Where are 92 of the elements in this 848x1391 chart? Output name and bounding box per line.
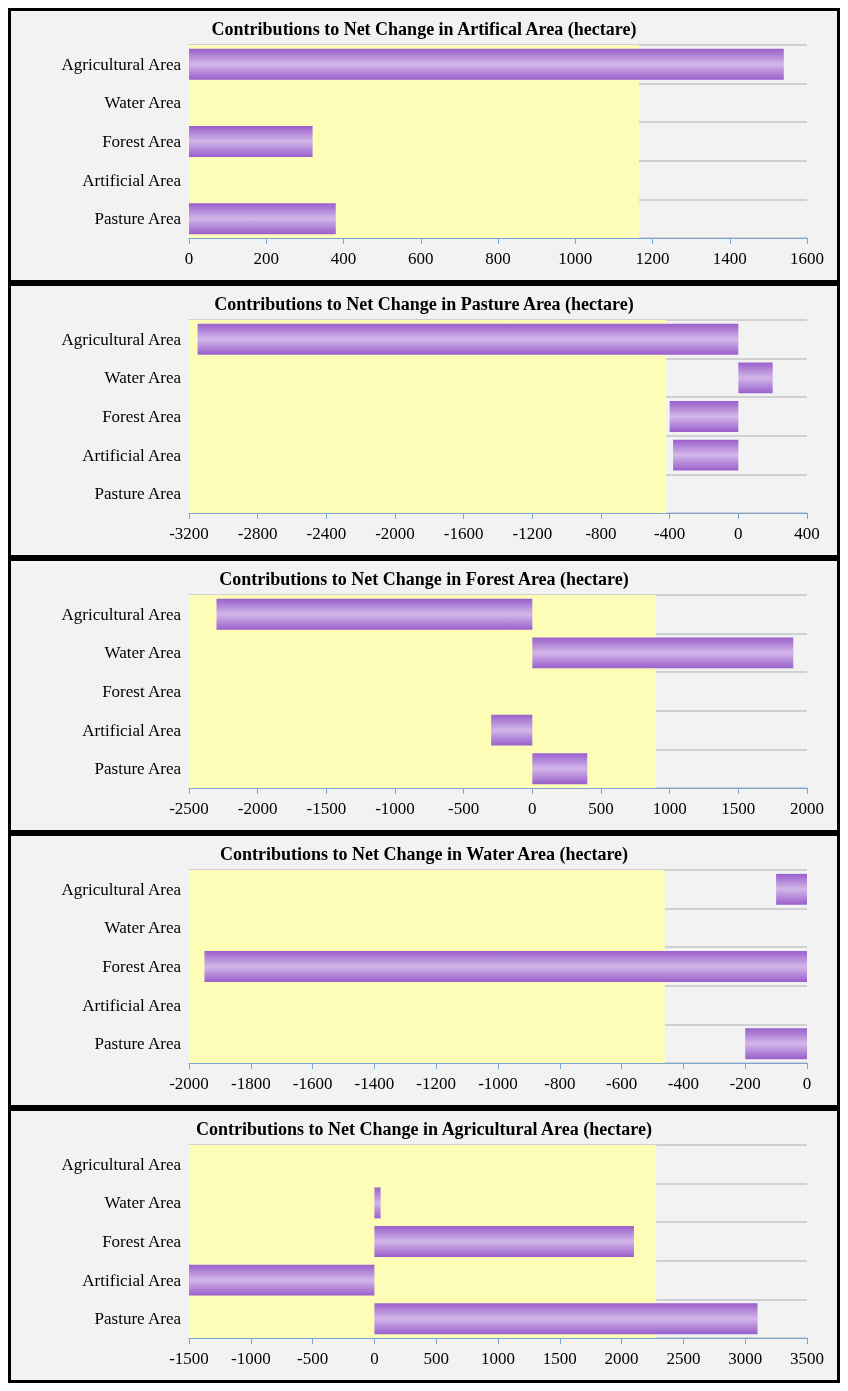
x-tick-label: 500 — [423, 1349, 449, 1368]
x-tick-label: -500 — [448, 799, 480, 818]
x-tick-label: 0 — [528, 799, 537, 818]
x-tick-label: 400 — [330, 249, 357, 268]
x-tick-label: -500 — [297, 1349, 329, 1368]
x-tick-label: 0 — [370, 1349, 379, 1368]
y-tick-label: Forest Area — [102, 132, 182, 151]
y-tick-label: Pasture Area — [94, 209, 182, 229]
y-tick-label: Water Area — [104, 918, 182, 938]
bar — [491, 714, 533, 746]
x-tick-label: -1000 — [230, 1349, 271, 1368]
bar — [532, 753, 588, 785]
y-tick-label: Water Area — [104, 368, 182, 388]
x-tick-label: -2800 — [237, 524, 278, 543]
x-tick-label: 600 — [408, 249, 434, 268]
x-tick-label: -3200 — [169, 524, 209, 543]
x-tick-label: -2000 — [169, 1074, 209, 1093]
x-tick-label: -1500 — [169, 1349, 209, 1368]
x-tick-label: 0 — [802, 1074, 812, 1093]
bar — [532, 637, 794, 669]
x-tick-label: 500 — [588, 799, 614, 818]
x-tick-label: 1600 — [790, 249, 824, 268]
bar — [374, 1226, 634, 1257]
x-tick-label: -1200 — [512, 524, 553, 543]
x-tick-label: -1200 — [416, 1074, 457, 1093]
x-tick-label: -2500 — [169, 799, 209, 818]
y-tick-label: Water Area — [104, 1193, 182, 1213]
y-tick-label: Agricultural Area — [61, 879, 182, 899]
chart-title: Contributions to Net Change in Agricultural Area (hectare) — [196, 1119, 652, 1140]
y-tick-label: Water Area — [104, 643, 182, 663]
x-tick-label: 1200 — [635, 249, 670, 268]
chart-title: Contributions to Net Change in Forest Area (hectare) — [219, 569, 629, 590]
bar — [374, 1187, 381, 1219]
y-tick-label: Forest Area — [102, 1232, 182, 1251]
x-tick-label: -1000 — [375, 799, 415, 818]
x-tick-label: 2000 — [790, 799, 824, 818]
y-tick-label: Pasture Area — [94, 1034, 182, 1054]
bar — [189, 1264, 375, 1296]
y-tick-label: Pasture Area — [94, 1309, 182, 1329]
x-tick-label: 0 — [184, 249, 194, 268]
x-tick-label: -1800 — [230, 1074, 271, 1093]
y-tick-label: Water Area — [104, 93, 182, 113]
y-tick-label: Pasture Area — [94, 759, 182, 779]
y-tick-label: Pasture Area — [94, 484, 182, 504]
x-tick-label: -1600 — [443, 524, 484, 543]
x-tick-label: -600 — [606, 1074, 638, 1093]
x-tick-label: -2400 — [306, 524, 347, 543]
x-tick-label: 2000 — [604, 1349, 639, 1368]
bar — [374, 1303, 758, 1335]
y-tick-label: Forest Area — [102, 682, 182, 701]
x-tick-label: -800 — [544, 1074, 576, 1093]
x-tick-label: 3000 — [728, 1349, 763, 1368]
x-tick-label: 400 — [794, 524, 820, 543]
x-tick-label: 2500 — [666, 1349, 701, 1368]
y-tick-label: Agricultural Area — [61, 54, 182, 74]
x-tick-label: -400 — [667, 1074, 699, 1093]
x-tick-label: -2000 — [375, 524, 415, 543]
bar — [189, 126, 313, 157]
x-tick-label: 3500 — [790, 1349, 824, 1368]
y-tick-label: Artificial Area — [82, 1270, 182, 1290]
x-tick-label: -1600 — [292, 1074, 333, 1093]
chart-title: Contributions to Net Change in Artifical Area (hectare) — [211, 19, 637, 40]
x-tick-label: -1000 — [478, 1074, 518, 1093]
x-tick-label: 1500 — [721, 799, 756, 818]
y-tick-label: Artificial Area — [82, 995, 182, 1015]
y-tick-label: Artificial Area — [82, 170, 182, 190]
x-tick-label: -800 — [585, 524, 617, 543]
x-tick-label: 800 — [485, 249, 511, 268]
x-tick-label: -400 — [654, 524, 686, 543]
x-tick-label: 1500 — [542, 1349, 577, 1368]
y-tick-label: Agricultural Area — [61, 604, 182, 624]
y-tick-label: Agricultural Area — [61, 1154, 182, 1174]
x-tick-label: 1400 — [712, 249, 747, 268]
x-tick-label: 0 — [734, 524, 743, 543]
bar — [216, 598, 533, 630]
x-tick-label: -1400 — [354, 1074, 395, 1093]
y-tick-label: Agricultural Area — [61, 329, 182, 349]
x-tick-label: 200 — [253, 249, 279, 268]
y-tick-label: Forest Area — [102, 407, 182, 426]
chart-title: Contributions to Net Change in Water Area (hectare) — [219, 844, 629, 865]
bar — [189, 203, 336, 235]
bar — [189, 48, 784, 80]
y-tick-label: Artificial Area — [82, 445, 182, 465]
x-tick-label: 1000 — [652, 799, 687, 818]
x-tick-label: -2000 — [237, 799, 278, 818]
x-tick-label: -1500 — [306, 799, 347, 818]
x-tick-label: 1000 — [558, 249, 593, 268]
x-tick-label: 1000 — [481, 1349, 515, 1368]
chart-title: Contributions to Net Change in Pasture Area (hectare) — [214, 294, 634, 315]
y-tick-label: Artificial Area — [82, 720, 182, 740]
y-tick-label: Forest Area — [102, 957, 182, 976]
x-tick-label: -200 — [729, 1074, 761, 1093]
